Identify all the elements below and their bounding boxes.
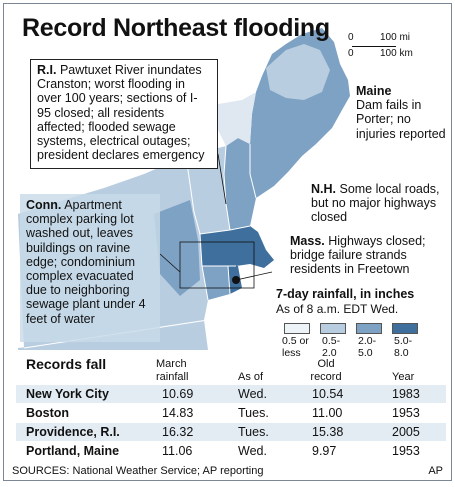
legend-label-0-line2: less	[282, 347, 301, 359]
legend-swatch-3	[392, 323, 418, 334]
graphic-frame: Record Northeast flooding 0 100 mi 0 100…	[3, 3, 452, 481]
callout-ri-text: Pawtuxet River inundates Cranston; worst…	[37, 63, 205, 163]
row-year: 1983	[392, 387, 420, 401]
row-old-record: 10.54	[312, 387, 344, 401]
callout-nh-text: Some local roads, but no major highways …	[311, 182, 440, 225]
scale-km-label: 100 km	[380, 48, 413, 59]
table-row: New York City 10.69 Wed. 10.54 1983	[16, 385, 446, 403]
providence-marker	[232, 276, 240, 284]
legend-label-3-line1: 5.0-	[394, 335, 413, 347]
callout-ct-text: Apartment complex parking lot washed out…	[26, 198, 146, 326]
row-city: Portland, Maine	[26, 444, 120, 458]
legend-subtitle: As of 8 a.m. EDT Wed.	[276, 302, 399, 316]
legend-label-1-line1: 0.5-	[322, 335, 341, 347]
ma-region	[200, 226, 274, 268]
callout-massachusetts: Mass. Highways closed; bridge failure st…	[290, 234, 450, 277]
legend-label-0-line1: 0.5 or	[282, 335, 309, 347]
header-old-line1: Old	[317, 358, 335, 370]
callout-maine-head: Maine	[356, 84, 392, 98]
row-as-of: Wed.	[238, 444, 267, 458]
row-as-of: Tues.	[238, 406, 269, 420]
callout-ct-head: Conn.	[26, 198, 62, 212]
legend-label-0: 0.5 or less	[282, 335, 309, 359]
row-old-record: 11.00	[312, 406, 343, 420]
detail-box	[179, 241, 255, 289]
legend-label-2-line2: 5.0	[358, 347, 373, 359]
header-rainfall-line1: March	[156, 358, 187, 370]
scale-bar: 0 100 mi 0 100 km	[348, 32, 448, 62]
callout-ri-head: R.I.	[37, 63, 57, 77]
header-rainfall: March rainfall	[156, 358, 188, 384]
row-year: 1953	[392, 444, 420, 458]
callout-maine: Maine Dam fails in Porter; no injuries r…	[356, 84, 446, 141]
ny-dark-area	[154, 200, 200, 296]
table-row: Providence, R.I. 16.32 Tues. 15.38 2005	[16, 423, 446, 441]
header-rainfall-line2: rainfall	[156, 371, 189, 383]
legend-label-3: 5.0- 8.0	[394, 335, 412, 359]
canada-area	[218, 92, 256, 146]
row-city: Boston	[26, 406, 70, 420]
legend-title: 7-day rainfall, in inches	[276, 287, 415, 301]
callout-connecticut: Conn. Apartment complex parking lot wash…	[20, 194, 160, 342]
callout-ma-head: Mass.	[290, 234, 325, 248]
row-city: New York City	[26, 387, 109, 401]
callout-maine-text: Dam fails in Porter; no injuries reporte…	[356, 98, 446, 141]
legend-label-1-line2: 2.0	[322, 347, 337, 359]
row-rainfall: 11.06	[162, 444, 193, 458]
ct-region	[202, 266, 230, 300]
rainfall-legend: 7-day rainfall, in inches As of 8 a.m. E…	[276, 287, 446, 359]
callout-rhode-island: R.I. Pawtuxet River inundates Cranston; …	[30, 59, 218, 169]
table-row: Portland, Maine 11.06 Wed. 9.97 1953	[16, 442, 446, 460]
row-year: 1953	[392, 406, 420, 420]
scale-line	[352, 46, 396, 47]
row-as-of: Wed.	[238, 387, 267, 401]
table-row: Boston 14.83 Tues. 11.00 1953	[16, 404, 446, 422]
graphic-title: Record Northeast flooding	[22, 14, 330, 42]
scale-mi-zero: 0	[348, 32, 354, 43]
scale-mi-label: 100 mi	[380, 32, 411, 43]
row-old-record: 9.97	[312, 444, 337, 458]
legend-swatch-0	[284, 323, 310, 334]
row-rainfall: 14.83	[162, 406, 194, 420]
row-year: 2005	[392, 425, 420, 439]
header-as-of: As of	[238, 371, 264, 383]
header-old-line2: record	[310, 371, 342, 383]
legend-label-2: 2.0- 5.0	[358, 335, 376, 359]
sources-note: SOURCES: National Weather Service; AP re…	[12, 465, 264, 477]
nh-region	[224, 138, 256, 230]
leader-lines	[159, 153, 273, 281]
table-title: Records fall	[26, 356, 107, 372]
header-old-record: Old record	[306, 358, 346, 384]
maine-light-area	[266, 44, 330, 100]
legend-label-3-line2: 8.0	[394, 347, 409, 359]
legend-swatch-1	[320, 323, 346, 334]
row-rainfall: 16.32	[162, 425, 194, 439]
legend-label-2-line1: 2.0-	[358, 335, 377, 347]
scale-km-zero: 0	[348, 48, 354, 59]
callout-nh-head: N.H.	[311, 182, 336, 196]
ap-credit: AP	[428, 465, 443, 477]
callout-new-hampshire: N.H. Some local roads, but no major high…	[311, 182, 449, 225]
row-rainfall: 10.69	[162, 387, 194, 401]
legend-label-1: 0.5- 2.0	[322, 335, 340, 359]
header-year: Year	[392, 371, 415, 383]
row-city: Providence, R.I.	[26, 425, 120, 439]
row-old-record: 15.38	[312, 425, 344, 439]
legend-swatch-2	[356, 323, 382, 334]
callout-ma-text: Highways closed; bridge failure strands …	[290, 234, 426, 277]
row-as-of: Tues.	[238, 425, 269, 439]
